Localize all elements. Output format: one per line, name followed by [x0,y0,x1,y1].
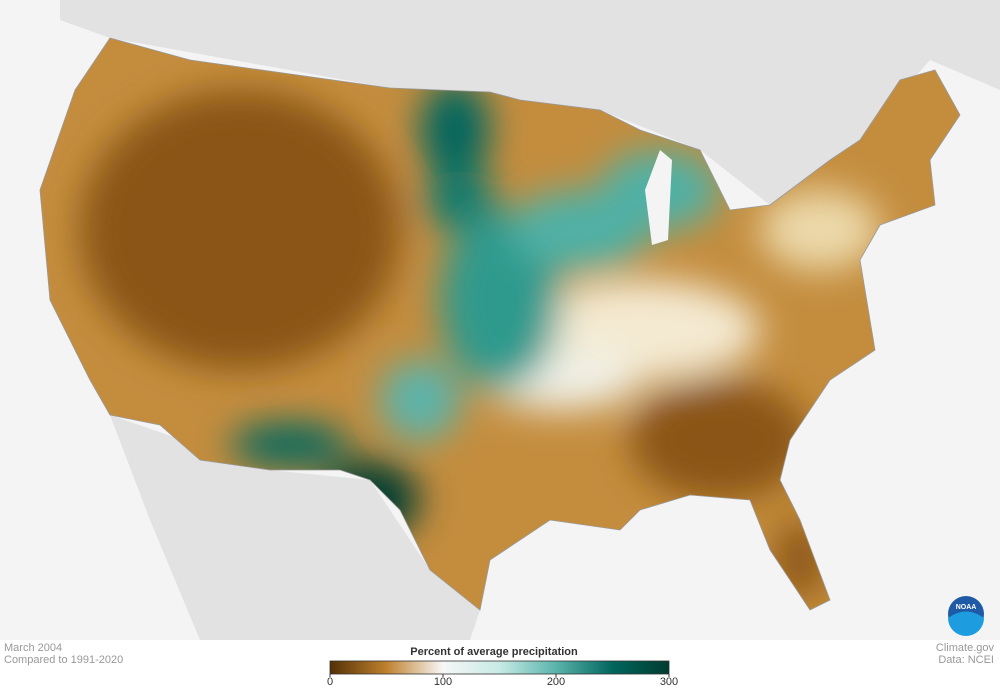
colorbar-tick-label: 300 [660,676,678,688]
wet-area [425,170,495,230]
wet-area [230,423,350,467]
period: March 2004 [4,642,62,654]
noaa-logo-wave [948,611,984,636]
colorbar-tick-label: 200 [547,676,565,688]
colorbar-tick-label: 100 [434,676,452,688]
noaa-logo-text: NOAA [956,604,977,611]
normal-area [760,190,880,270]
data-credit: Data: NCEI [938,654,994,666]
dry-area [630,380,810,500]
dry-area [80,90,400,370]
wet-area [420,80,490,180]
colorbar [329,660,670,675]
baseline: Compared to 1991-2020 [4,654,123,666]
legend-title: Percent of average precipitation [410,646,578,658]
mexico [110,415,480,640]
source: Climate.gov [936,642,995,654]
wet-area [380,360,460,440]
lake-michigan [645,150,672,245]
colorbar-tick-label: 0 [327,676,333,688]
